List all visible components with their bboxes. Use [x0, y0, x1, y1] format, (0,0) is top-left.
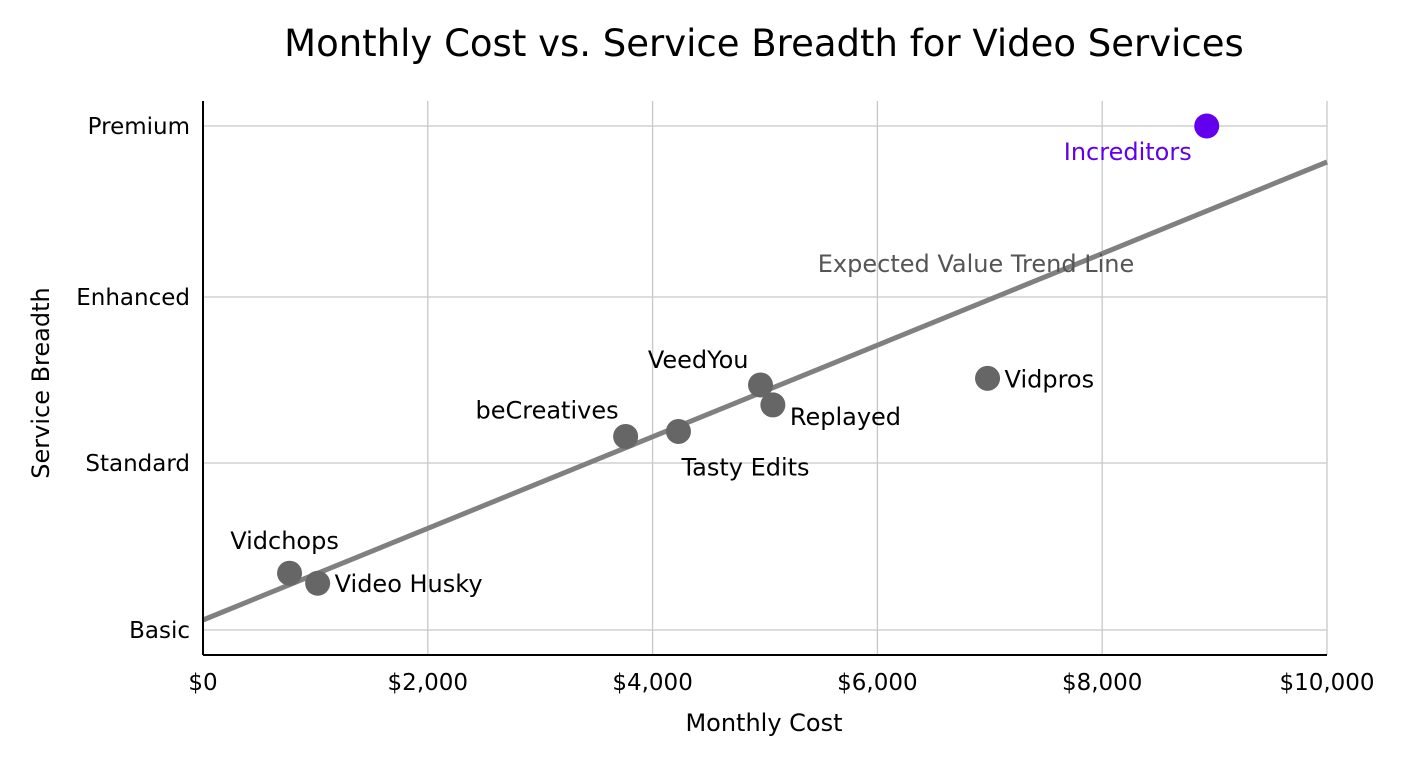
data-points: [277, 113, 1220, 596]
x-tick-label: $2,000: [388, 670, 468, 696]
data-point-vidchops: [277, 560, 303, 586]
data-point-replayed: [760, 392, 786, 418]
x-tick-labels: $0 $2,000 $4,000 $6,000 $8,000 $10,000: [188, 670, 1374, 696]
point-label-replayed: Replayed: [790, 403, 901, 431]
x-tick-label: $6,000: [837, 670, 917, 696]
grid-lines: [203, 101, 1328, 655]
x-tick-label: $0: [188, 670, 217, 696]
y-tick-label: Enhanced: [76, 285, 190, 311]
point-label-increditors: Increditors: [1064, 138, 1192, 166]
x-axis-label: Monthly Cost: [685, 709, 842, 737]
point-labels: Vidchops Video Husky beCreatives Tasty Edit…: [230, 138, 1191, 598]
point-label-tasty-edits: Tasty Edits: [680, 453, 809, 481]
trend-line-label: Expected Value Trend Line: [818, 250, 1134, 278]
point-label-veedyou: VeedYou: [648, 346, 749, 374]
y-tick-label: Basic: [129, 618, 190, 644]
point-label-becreatives: beCreatives: [475, 396, 618, 424]
data-point-vidpros: [975, 365, 1001, 391]
x-tick-label: $10,000: [1279, 670, 1374, 696]
point-label-vidchops: Vidchops: [230, 527, 339, 555]
y-tick-labels: Basic Standard Enhanced Premium: [76, 114, 190, 644]
data-point-becreatives: [613, 423, 639, 449]
data-point-increditors: [1194, 113, 1220, 139]
y-tick-label: Standard: [85, 451, 190, 477]
x-tick-label: $8,000: [1062, 670, 1142, 696]
point-label-vidpros: Vidpros: [1005, 365, 1095, 393]
x-tick-label: $4,000: [612, 670, 692, 696]
chart-title: Monthly Cost vs. Service Breadth for Vid…: [284, 22, 1244, 65]
y-tick-label: Premium: [88, 114, 190, 140]
data-point-tasty-edits: [665, 418, 691, 444]
data-point-veedyou: [748, 372, 774, 398]
point-label-video-husky: Video Husky: [335, 570, 483, 598]
y-axis-label: Service Breadth: [27, 287, 55, 478]
axes: [202, 101, 1327, 656]
data-point-video-husky: [305, 570, 331, 596]
